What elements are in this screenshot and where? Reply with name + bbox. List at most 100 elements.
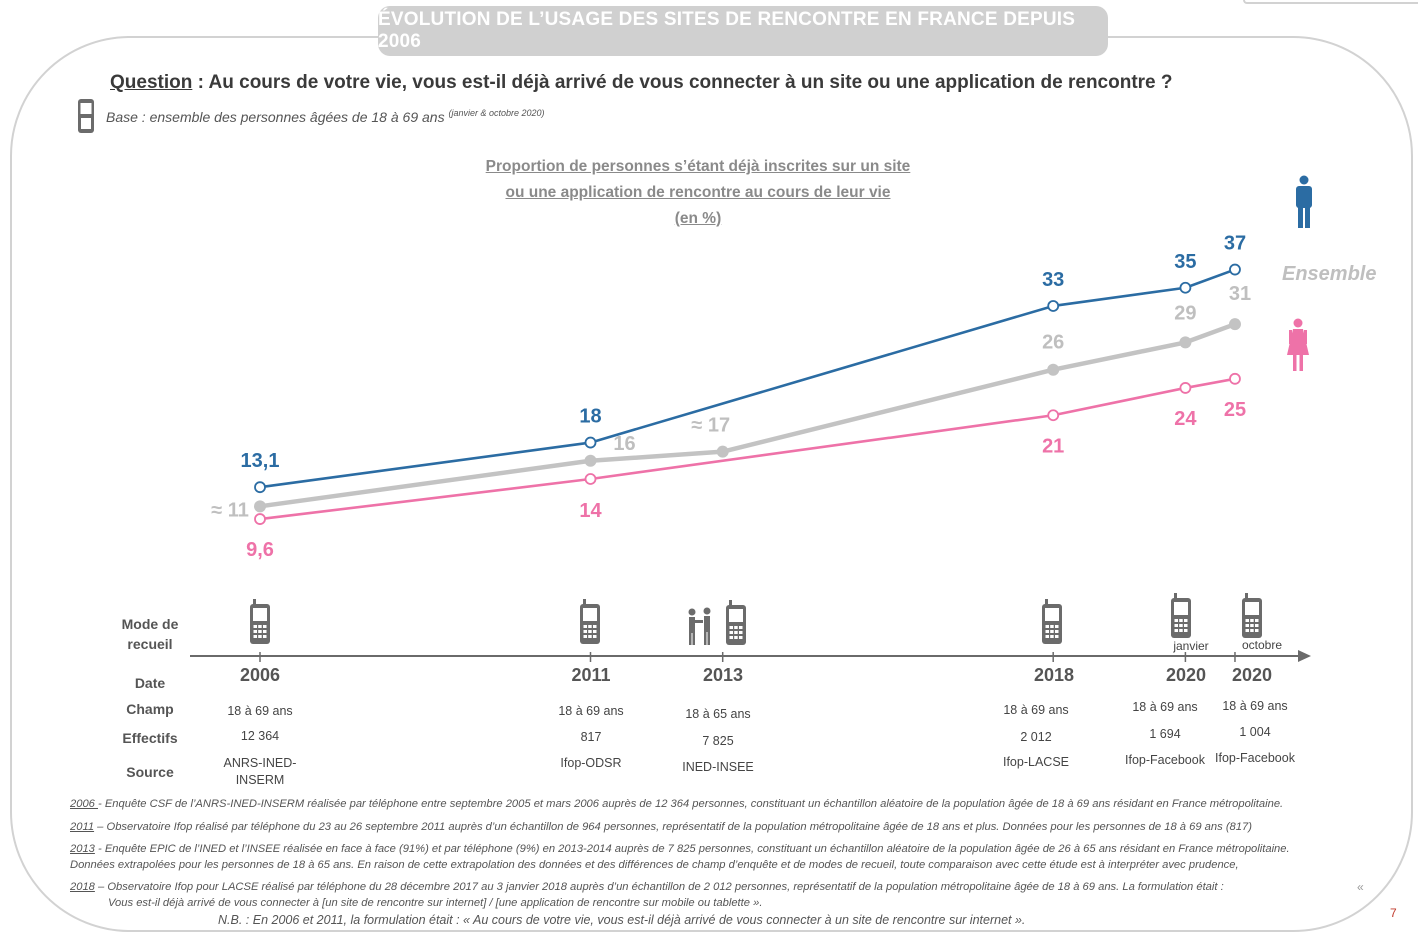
footnotes: 2006 - Enquête CSF de l’ANRS-INED-INSERM… [70,797,1370,911]
note-2013-line2: Données extrapolées pour les personnes d… [70,858,1239,871]
year-2006: 2006 [239,665,281,685]
data-label-ensemble-0: ≈ 11 [211,499,249,521]
phone-icon-2020-janvier [1171,593,1191,638]
series-line-femmes [259,377,1236,521]
effectifs-2020-octobre: 1 004 [1239,725,1271,739]
row-label-effectifs: Effectifs [122,730,178,746]
month-octobre: octobre [1241,638,1283,652]
point-hommes-3 [1179,281,1192,294]
data-label-ensemble-2: ≈ 17 [691,415,730,437]
point-hommes-2 [1047,300,1060,312]
quote-mark: « [1357,880,1364,894]
point-femmes-1 [584,473,597,485]
series-line-ensemble [259,322,1236,509]
point-femmes-3 [1179,382,1192,394]
base-phone-icon [78,99,94,133]
point-ensemble-5 [1228,318,1241,331]
champ-2011: 18 à 69 ans [558,704,624,718]
data-label-hommes-2: 33 [1042,269,1064,291]
year-2018: 2018 [1033,665,1075,685]
point-ensemble-3 [1047,363,1060,376]
question-label: Question [110,72,193,93]
female-icon [1287,318,1309,371]
note-2006: 2006 - Enquête CSF de l’ANRS-INED-INSERM… [70,798,1284,810]
question-line: Question : Au cours de votre vie, vous e… [110,72,1173,94]
note-2013: 2013 - Enquête EPIC de l’INED et l’INSEE… [70,843,1290,855]
data-label-ensemble-3: 26 [1042,332,1064,354]
year-2020-octobre: 2020 [1231,665,1273,685]
chart-title: Proportion de personnes s’étant déjà ins… [440,154,956,232]
chart-title-line-3: (en %) [674,210,722,227]
champ-2018: 18 à 69 ans [1003,703,1069,717]
corner-decoration [1243,0,1418,4]
data-label-ensemble-5: 31 [1229,283,1251,305]
source-2018: Ifop-LACSE [1002,755,1069,769]
question-text: : Au cours de votre vie, vous est-il déj… [192,72,1173,93]
point-ensemble-4 [1179,336,1192,349]
champ-2006: 18 à 69 ans [227,704,293,718]
point-ensemble-2 [716,445,729,458]
year-2013: 2013 [702,665,744,685]
effectifs-2006: 12 364 [240,729,280,743]
male-icon [1296,175,1312,228]
point-femmes-0 [254,513,266,525]
point-femmes-2 [1047,409,1060,422]
data-label-ensemble-4: 29 [1174,302,1196,324]
data-label-femmes-0: 9,6 [246,539,274,561]
chart-title-line-2: ou une application de rencontre au cours… [505,184,891,201]
point-hommes-4 [1229,263,1241,276]
data-label-hommes-0: 13,1 [241,450,280,472]
data-label-femmes-2: 21 [1042,435,1064,457]
data-label-ensemble-1: 16 [613,433,635,455]
champ-2020-octobre: 18 à 69 ans [1222,699,1288,713]
source-2020-octobre: Ifop-Facebook [1215,751,1295,765]
base-text: Base : ensemble des personnes âgées de 1… [106,108,545,125]
effectifs-2018: 2 012 [1020,730,1052,744]
phone-icon-2013 [726,600,746,645]
year-2011: 2011 [571,665,611,685]
row-label-date: Date [134,675,166,691]
row-label-source: Source [126,764,174,780]
point-hommes-0 [254,481,266,494]
line-chart: 13,1 18 33 35 37 ≈ 11 16 ≈ 17 26 29 31 9,6 14 21 24 25 E… [190,175,1376,662]
source-2011: Ifop-ODSR [560,756,622,770]
effectifs-2013: 7 825 [702,734,734,748]
year-2020-janvier: 2020 [1165,665,1207,685]
face-to-face-icon [688,607,711,645]
slide-title: ÉVOLUTION DE L’USAGE DES SITES DE RENCON… [378,6,1108,56]
chart-title-line-1: Proportion de personnes s’étant déjà ins… [485,158,911,175]
champ-2013: 18 à 65 ans [685,707,751,721]
data-label-femmes-4: 25 [1224,399,1246,421]
source-2006: ANRS-INED- INSERM [223,756,297,787]
effectifs-2011: 817 [580,730,602,744]
phone-icon-2006 [250,599,270,644]
data-label-hommes-4: 37 [1224,233,1246,255]
month-janvier: janvier [1173,639,1209,653]
data-label-hommes-3: 35 [1174,251,1196,273]
source-2013: INED-INSEE [682,760,754,774]
base-label: Base : ensemble des personnes âgées de 1… [106,109,449,125]
point-femmes-4 [1229,372,1241,385]
data-label-femmes-1: 14 [579,500,602,522]
page-number: 7 [1390,906,1397,920]
timeline-arrow-head [1298,650,1311,662]
nb-note: N.B. : En 2006 et 2011, la formulation é… [218,913,1026,927]
data-label-hommes-1: 18 [579,406,601,428]
phone-icon-2011 [580,599,600,644]
source-2020-janvier: Ifop-Facebook [1125,753,1205,767]
point-ensemble-0 [254,500,266,513]
row-label-champ: Champ [126,701,174,717]
base-note: (janvier & octobre 2020) [448,108,545,118]
effectifs-2020-janvier: 1 694 [1149,727,1181,741]
point-hommes-1 [584,436,597,449]
legend-ensemble: Ensemble [1282,263,1376,285]
phone-icon-2020-octobre [1242,593,1262,638]
phone-icon-2018 [1042,599,1062,644]
champ-2020-janvier: 18 à 69 ans [1132,700,1198,714]
note-2018-line2: Vous est-il déjà arrivé de vous connecte… [108,896,763,909]
row-label-mode: Mode de recueil [121,616,179,652]
note-2011: 2011 – Observatoire Ifop réalisé par tél… [70,820,1252,833]
note-2018: 2018 – Observatoire Ifop pour LACSE réal… [70,881,1224,893]
series-line-hommes [259,268,1236,489]
